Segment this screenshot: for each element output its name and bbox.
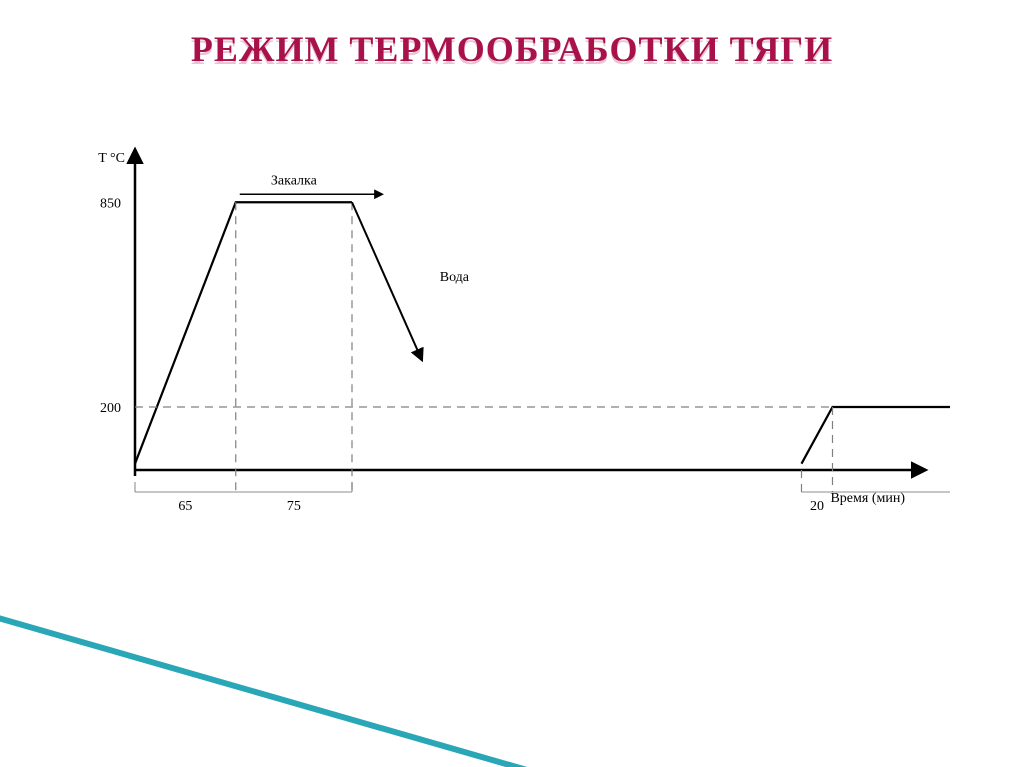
page-title: РЕЖИМ ТЕРМООБРАБОТКИ ТЯГИ (0, 28, 1024, 70)
chart-svg: T °CВремя (мин)8502006575ЗакалкаВода2024… (80, 140, 950, 580)
arrow-quench (352, 202, 422, 360)
label-hardening: Закалка (271, 173, 318, 188)
x-axis-label: Время (мин) (830, 491, 905, 506)
y-tick-label: 200 (100, 401, 121, 416)
y-axis-label: T °C (98, 151, 125, 166)
label-water: Вода (440, 270, 470, 285)
page-title-text: РЕЖИМ ТЕРМООБРАБОТКИ ТЯГИ (191, 29, 833, 69)
curve-hardening (135, 202, 352, 463)
x-seg-label: 75 (287, 499, 301, 514)
x-seg-label: 65 (178, 499, 192, 514)
slide-decor-triangle (0, 587, 1024, 767)
curve-tempering (802, 407, 951, 464)
x-seg-label: 20 (810, 499, 824, 514)
y-tick-label: 850 (100, 196, 121, 211)
heat-treatment-chart: T °CВремя (мин)8502006575ЗакалкаВода2024… (80, 140, 950, 580)
